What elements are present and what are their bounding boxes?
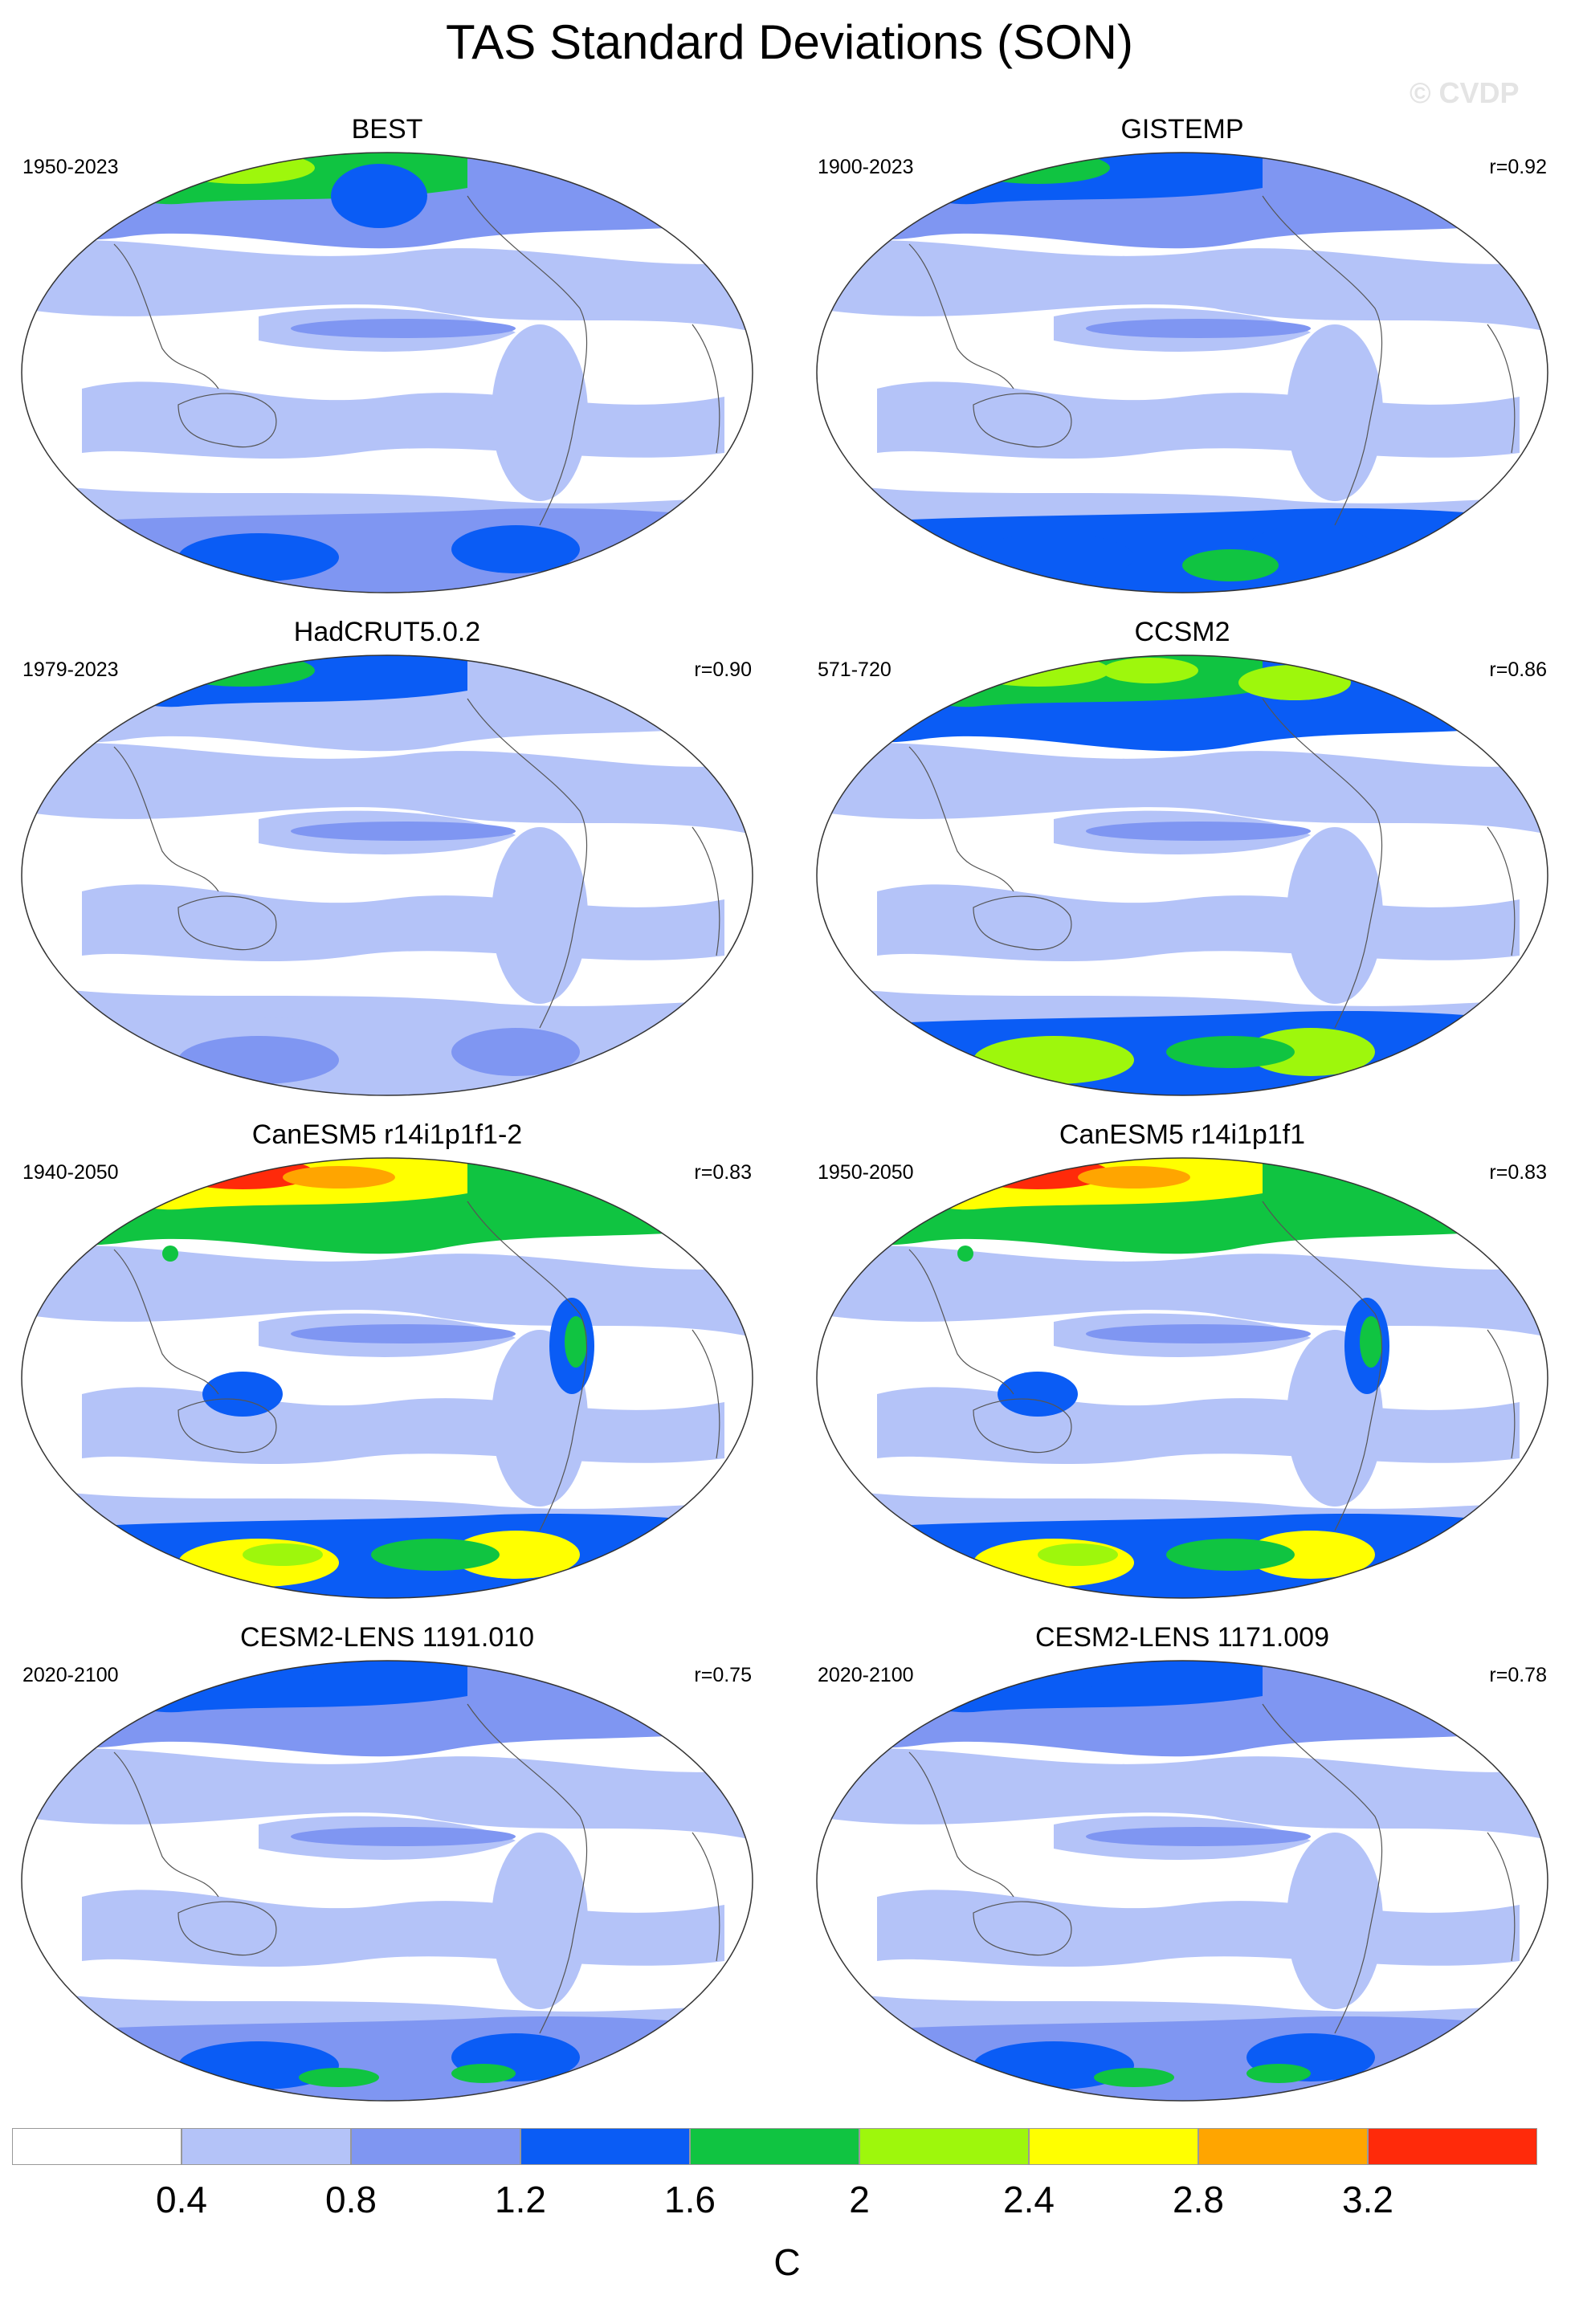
panel-title: BEST [351,114,423,145]
colorbar-box [520,2128,690,2165]
colorbar-tick-label: 0.8 [325,2179,377,2220]
panel-title: CESM2-LENS 1171.009 [1034,1622,1329,1653]
panel-years: 571-720 [818,658,892,681]
map-panel: GISTEMP 1900-2023 r=0.92 [813,114,1552,596]
panel-correlation: r=0.75 [694,1664,752,1686]
panel-title: HadCRUT5.0.2 [293,617,481,647]
world-map [816,654,1548,1096]
world-map [816,152,1548,593]
colorbar-box [1029,2128,1198,2165]
colorbar-unit: C [773,2241,801,2283]
colorbar-box [1198,2128,1368,2165]
world-map [21,654,753,1096]
colorbar-tick-label: 2.8 [1173,2179,1224,2220]
panel-title: CanESM5 r14i1p1f1 [1059,1119,1306,1150]
panel-years: 1950-2023 [22,156,119,178]
panel-title: CanESM5 r14i1p1f1-2 [251,1119,523,1150]
panel-title: CESM2-LENS 1191.010 [239,1622,534,1653]
panel-years: 2020-2100 [22,1664,119,1686]
panel-correlation: r=0.92 [1489,156,1547,178]
map-panel: CanESM5 r14i1p1f1-2 1940-2050 r=0.83 [18,1119,757,1601]
colorbar-box [1368,2128,1537,2165]
colorbar-box [351,2128,520,2165]
colorbar-tick-label: 1.6 [664,2179,716,2220]
colorbar-box [690,2128,859,2165]
colorbar-tick-label: 1.2 [495,2179,546,2220]
colorbar-tick-label: 2 [849,2179,870,2220]
map-panel: CanESM5 r14i1p1f1 1950-2050 r=0.83 [813,1119,1552,1601]
colorbar-tick-label: 0.4 [156,2179,207,2220]
world-map [816,1157,1548,1599]
panel-years: 1979-2023 [22,658,119,681]
map-panel: CCSM2 571-720 r=0.86 [813,617,1552,1099]
panel-correlation: r=0.78 [1489,1664,1547,1686]
cvdp-watermark: © CVDP [1410,76,1520,109]
colorbar-tick-label: 2.4 [1003,2179,1055,2220]
panel-correlation: r=0.83 [694,1161,752,1184]
panel-years: 2020-2100 [818,1664,914,1686]
map-panel: CESM2-LENS 1171.009 2020-2100 r=0.78 [813,1622,1552,2104]
colorbar-box [12,2128,182,2165]
figure-title: TAS Standard Deviations (SON) [446,15,1133,69]
map-panel: HadCRUT5.0.2 1979-2023 r=0.90 [18,617,757,1099]
world-map [816,1660,1548,2102]
panel-title: CCSM2 [1134,617,1230,647]
panel-correlation: r=0.86 [1489,658,1547,681]
world-map [21,1660,753,2102]
map-panel: CESM2-LENS 1191.010 2020-2100 r=0.75 [18,1622,757,2104]
panel-years: 1900-2023 [818,156,914,178]
world-map [21,1157,753,1599]
map-panel: BEST 1950-2023 [18,114,757,596]
panel-years: 1940-2050 [22,1161,119,1184]
panel-years: 1950-2050 [818,1161,914,1184]
colorbar-box [182,2128,351,2165]
world-map [21,152,753,593]
panel-correlation: r=0.90 [694,658,752,681]
panel-title: GISTEMP [1120,114,1244,145]
colorbar-box [859,2128,1029,2165]
panel-correlation: r=0.83 [1489,1161,1547,1184]
colorbar-tick-label: 3.2 [1342,2179,1393,2220]
